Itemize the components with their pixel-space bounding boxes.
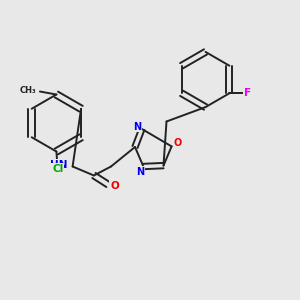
Text: F: F — [244, 88, 251, 98]
Text: O: O — [110, 181, 119, 191]
Text: O: O — [173, 138, 182, 148]
Text: CH₃: CH₃ — [20, 86, 36, 95]
Text: N: N — [133, 122, 142, 132]
Text: HN: HN — [50, 160, 67, 170]
Text: Cl: Cl — [52, 164, 64, 174]
Text: N: N — [136, 167, 144, 177]
